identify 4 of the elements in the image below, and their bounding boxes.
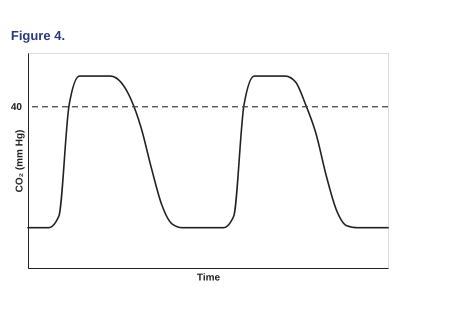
x-axis-title: Time: [196, 272, 221, 284]
y-axis-title: CO₂ (mm Hg): [14, 130, 26, 192]
text: 40: [10, 102, 22, 113]
chart-title: Figure 4.: [10, 28, 66, 43]
